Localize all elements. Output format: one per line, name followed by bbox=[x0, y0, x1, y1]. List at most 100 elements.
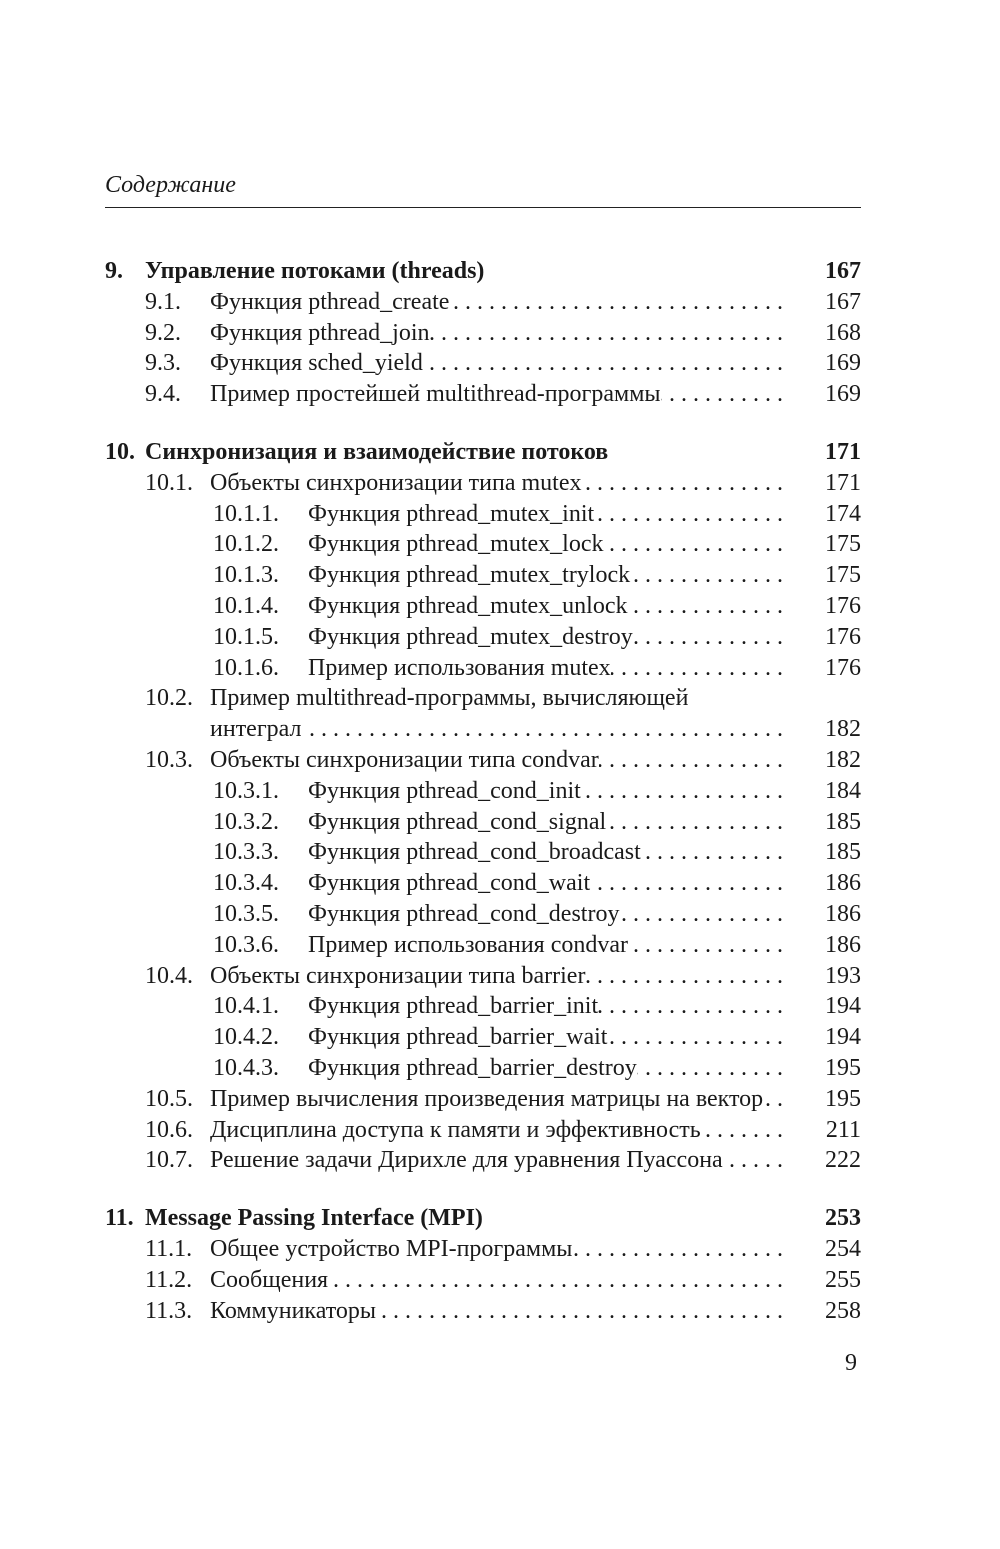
toc-entry[interactable]: 10.3.6. Пример использования condvar 186 bbox=[105, 930, 861, 961]
toc-entry[interactable]: 9.2. Функция pthread_join 168 bbox=[105, 318, 861, 349]
entry-title: Пример multithread-программы, вычисляюще… bbox=[210, 685, 689, 712]
entry-title-cont: интеграл bbox=[210, 716, 302, 743]
entry-title-line: Функция sched_yield bbox=[210, 348, 861, 379]
entry-title: Функция pthread_mutex_destroy bbox=[308, 623, 633, 650]
toc-entry[interactable]: 11.2. Сообщения 255 bbox=[105, 1265, 861, 1296]
entry-number: 11.1. bbox=[145, 1235, 193, 1262]
toc-entry[interactable]: 10.4.2. Функция pthread_barrier_wait 194 bbox=[105, 1022, 861, 1053]
entry-page: 167 bbox=[825, 288, 861, 315]
toc-entry[interactable]: 9.3. Функция sched_yield 169 bbox=[105, 348, 861, 379]
entry-page: 185 bbox=[825, 808, 861, 835]
toc-entry[interactable]: 10.3.2. Функция pthread_cond_signal 185 bbox=[105, 807, 861, 838]
toc-entry[interactable]: 10.3. Объекты синхронизации типа condvar 1… bbox=[105, 745, 861, 776]
dot-leader bbox=[302, 714, 783, 745]
entry-page: 171 bbox=[825, 438, 861, 465]
toc-entry[interactable]: 10.4.3. Функция pthread_barrier_destroy 19… bbox=[105, 1053, 861, 1084]
dot-leader bbox=[376, 1296, 783, 1327]
toc-chapter[interactable]: 11. Message Passing Interface (MPI) 253 bbox=[105, 1203, 861, 1234]
entry-page: 167 bbox=[825, 258, 861, 284]
entry-page: 254 bbox=[825, 1235, 861, 1262]
toc-entry[interactable]: 10.7. Решение задачи Дирихле для уравнени… bbox=[105, 1145, 861, 1176]
entry-title-line: Управление потоками (threads) bbox=[145, 256, 861, 287]
toc-entry[interactable]: 11.1. Общее устройство MPI-программы 254 bbox=[105, 1234, 861, 1265]
entry-title: Функция pthread_barrier_destroy bbox=[308, 1054, 637, 1081]
entry-number: 9.1. bbox=[145, 288, 181, 315]
entry-title: Объекты синхронизации типа barrier bbox=[210, 962, 586, 989]
toc-entry[interactable]: 10.1.5. Функция pthread_mutex_destroy 176 bbox=[105, 622, 861, 653]
entry-title: Объекты синхронизации типа mutex bbox=[210, 469, 582, 496]
dot-leader bbox=[701, 1115, 783, 1146]
entry-number: 9.4. bbox=[145, 381, 181, 408]
toc-entry[interactable]: 10.1.3. Функция pthread_mutex_trylock 175 bbox=[105, 560, 861, 591]
entry-title: Пример простейшей multithread-программы bbox=[210, 381, 661, 408]
entry-title-line: Пример multithread-программы, вычисляюще… bbox=[210, 683, 861, 714]
toc-entry[interactable]: 10.5. Пример вычисления произведения матр… bbox=[105, 1084, 861, 1115]
toc-entry[interactable]: 10.4.1. Функция pthread_barrier_init 194 bbox=[105, 991, 861, 1022]
dot-leader bbox=[627, 591, 783, 622]
dot-leader bbox=[661, 379, 783, 410]
toc-entry[interactable]: 10.2. Пример multithread-программы, вычис… bbox=[105, 683, 861, 714]
entry-title: Функция pthread_create bbox=[210, 288, 450, 315]
toc-entry[interactable]: 11.3. Коммуникаторы 258 bbox=[105, 1296, 861, 1327]
toc-entry[interactable]: 10.1.2. Функция pthread_mutex_lock 175 bbox=[105, 529, 861, 560]
toc-entry[interactable]: 10.1.6. Пример использования mutex 176 bbox=[105, 653, 861, 684]
dot-leader bbox=[637, 1053, 783, 1084]
toc-entry[interactable]: 10.4. Объекты синхронизации типа barrier 1… bbox=[105, 961, 861, 992]
dot-leader bbox=[723, 1145, 783, 1176]
entry-page: 184 bbox=[825, 777, 861, 804]
entry-page: 182 bbox=[825, 716, 861, 743]
dot-leader bbox=[598, 991, 783, 1022]
entry-title-line: Функция pthread_mutex_lock bbox=[308, 529, 861, 560]
entry-page: 211 bbox=[825, 1116, 861, 1143]
dot-leader bbox=[594, 499, 783, 530]
entry-title-line: Пример простейшей multithread-программы bbox=[210, 379, 861, 410]
running-head: Содержание bbox=[105, 172, 236, 198]
entry-title-line: Функция pthread_barrier_init bbox=[308, 991, 861, 1022]
entry-title: Функция pthread_barrier_init bbox=[308, 993, 599, 1020]
entry-page: 175 bbox=[825, 531, 861, 558]
entry-page: 186 bbox=[825, 900, 861, 927]
dot-leader bbox=[628, 930, 783, 961]
entry-title-line: Функция pthread_mutex_unlock bbox=[308, 591, 861, 622]
entry-title: Функция pthread_join bbox=[210, 319, 430, 346]
entry-title: Message Passing Interface (MPI) bbox=[145, 1205, 483, 1232]
entry-title: Общее устройство MPI-программы bbox=[210, 1235, 573, 1262]
dot-leader bbox=[581, 468, 783, 499]
toc-entry[interactable]: 10.1. Объекты синхронизации типа mutex 171 bbox=[105, 468, 861, 499]
toc-entry[interactable]: 9.4. Пример простейшей multithread-програ… bbox=[105, 379, 861, 410]
entry-number: 10.6. bbox=[145, 1116, 193, 1143]
entry-title: Функция sched_yield bbox=[210, 350, 423, 377]
toc-entry[interactable]: 10.3.4. Функция pthread_cond_wait 186 bbox=[105, 868, 861, 899]
entry-number: 10.3.4. bbox=[213, 870, 279, 897]
toc-entry[interactable]: 10.1.4. Функция pthread_mutex_unlock 176 bbox=[105, 591, 861, 622]
entry-title: Функция pthread_mutex_unlock bbox=[308, 592, 628, 619]
entry-title-line: Message Passing Interface (MPI) bbox=[145, 1203, 861, 1234]
entry-title: Коммуникаторы bbox=[210, 1297, 377, 1324]
entry-title: Функция pthread_cond_init bbox=[308, 777, 581, 804]
toc-entry[interactable]: 10.3.1. Функция pthread_cond_init 184 bbox=[105, 776, 861, 807]
toc-entry[interactable]: 9.1. Функция pthread_create 167 bbox=[105, 287, 861, 318]
entry-number: 10.3.1. bbox=[213, 777, 279, 804]
toc-entry-continuation[interactable]: интеграл 182 bbox=[105, 714, 861, 745]
entry-title-line: Объекты синхронизации типа barrier bbox=[210, 961, 861, 992]
toc-entry[interactable]: 10.1.1. Функция pthread_mutex_init 174 bbox=[105, 499, 861, 530]
entry-number: 9. bbox=[105, 258, 123, 284]
toc-entry[interactable]: 10.3.5. Функция pthread_cond_destroy 186 bbox=[105, 899, 861, 930]
entry-title: Функция pthread_cond_broadcast bbox=[308, 839, 641, 866]
dot-leader bbox=[585, 961, 783, 992]
toc-entry[interactable]: 10.3.3. Функция pthread_cond_broadcast 185 bbox=[105, 837, 861, 868]
entry-title: Дисциплина доступа к памяти и эффективно… bbox=[210, 1116, 701, 1143]
entry-page: 255 bbox=[825, 1266, 861, 1293]
toc-chapter[interactable]: 10. Синхронизация и взаимодействие потоко… bbox=[105, 437, 861, 468]
entry-page: 174 bbox=[825, 500, 861, 527]
dot-leader bbox=[630, 560, 783, 591]
toc-chapter[interactable]: 9. Управление потоками (threads) 167 bbox=[105, 256, 861, 287]
entry-title: Сообщения bbox=[210, 1266, 329, 1293]
entry-title-line: Объекты синхронизации типа condvar bbox=[210, 745, 861, 776]
entry-number: 11. bbox=[105, 1205, 134, 1232]
dot-leader bbox=[328, 1265, 783, 1296]
entry-number: 11.3. bbox=[145, 1297, 193, 1324]
toc-entry[interactable]: 10.6. Дисциплина доступа к памяти и эффек… bbox=[105, 1115, 861, 1146]
entry-title-line: Функция pthread_create bbox=[210, 287, 861, 318]
entry-page: 182 bbox=[825, 746, 861, 773]
